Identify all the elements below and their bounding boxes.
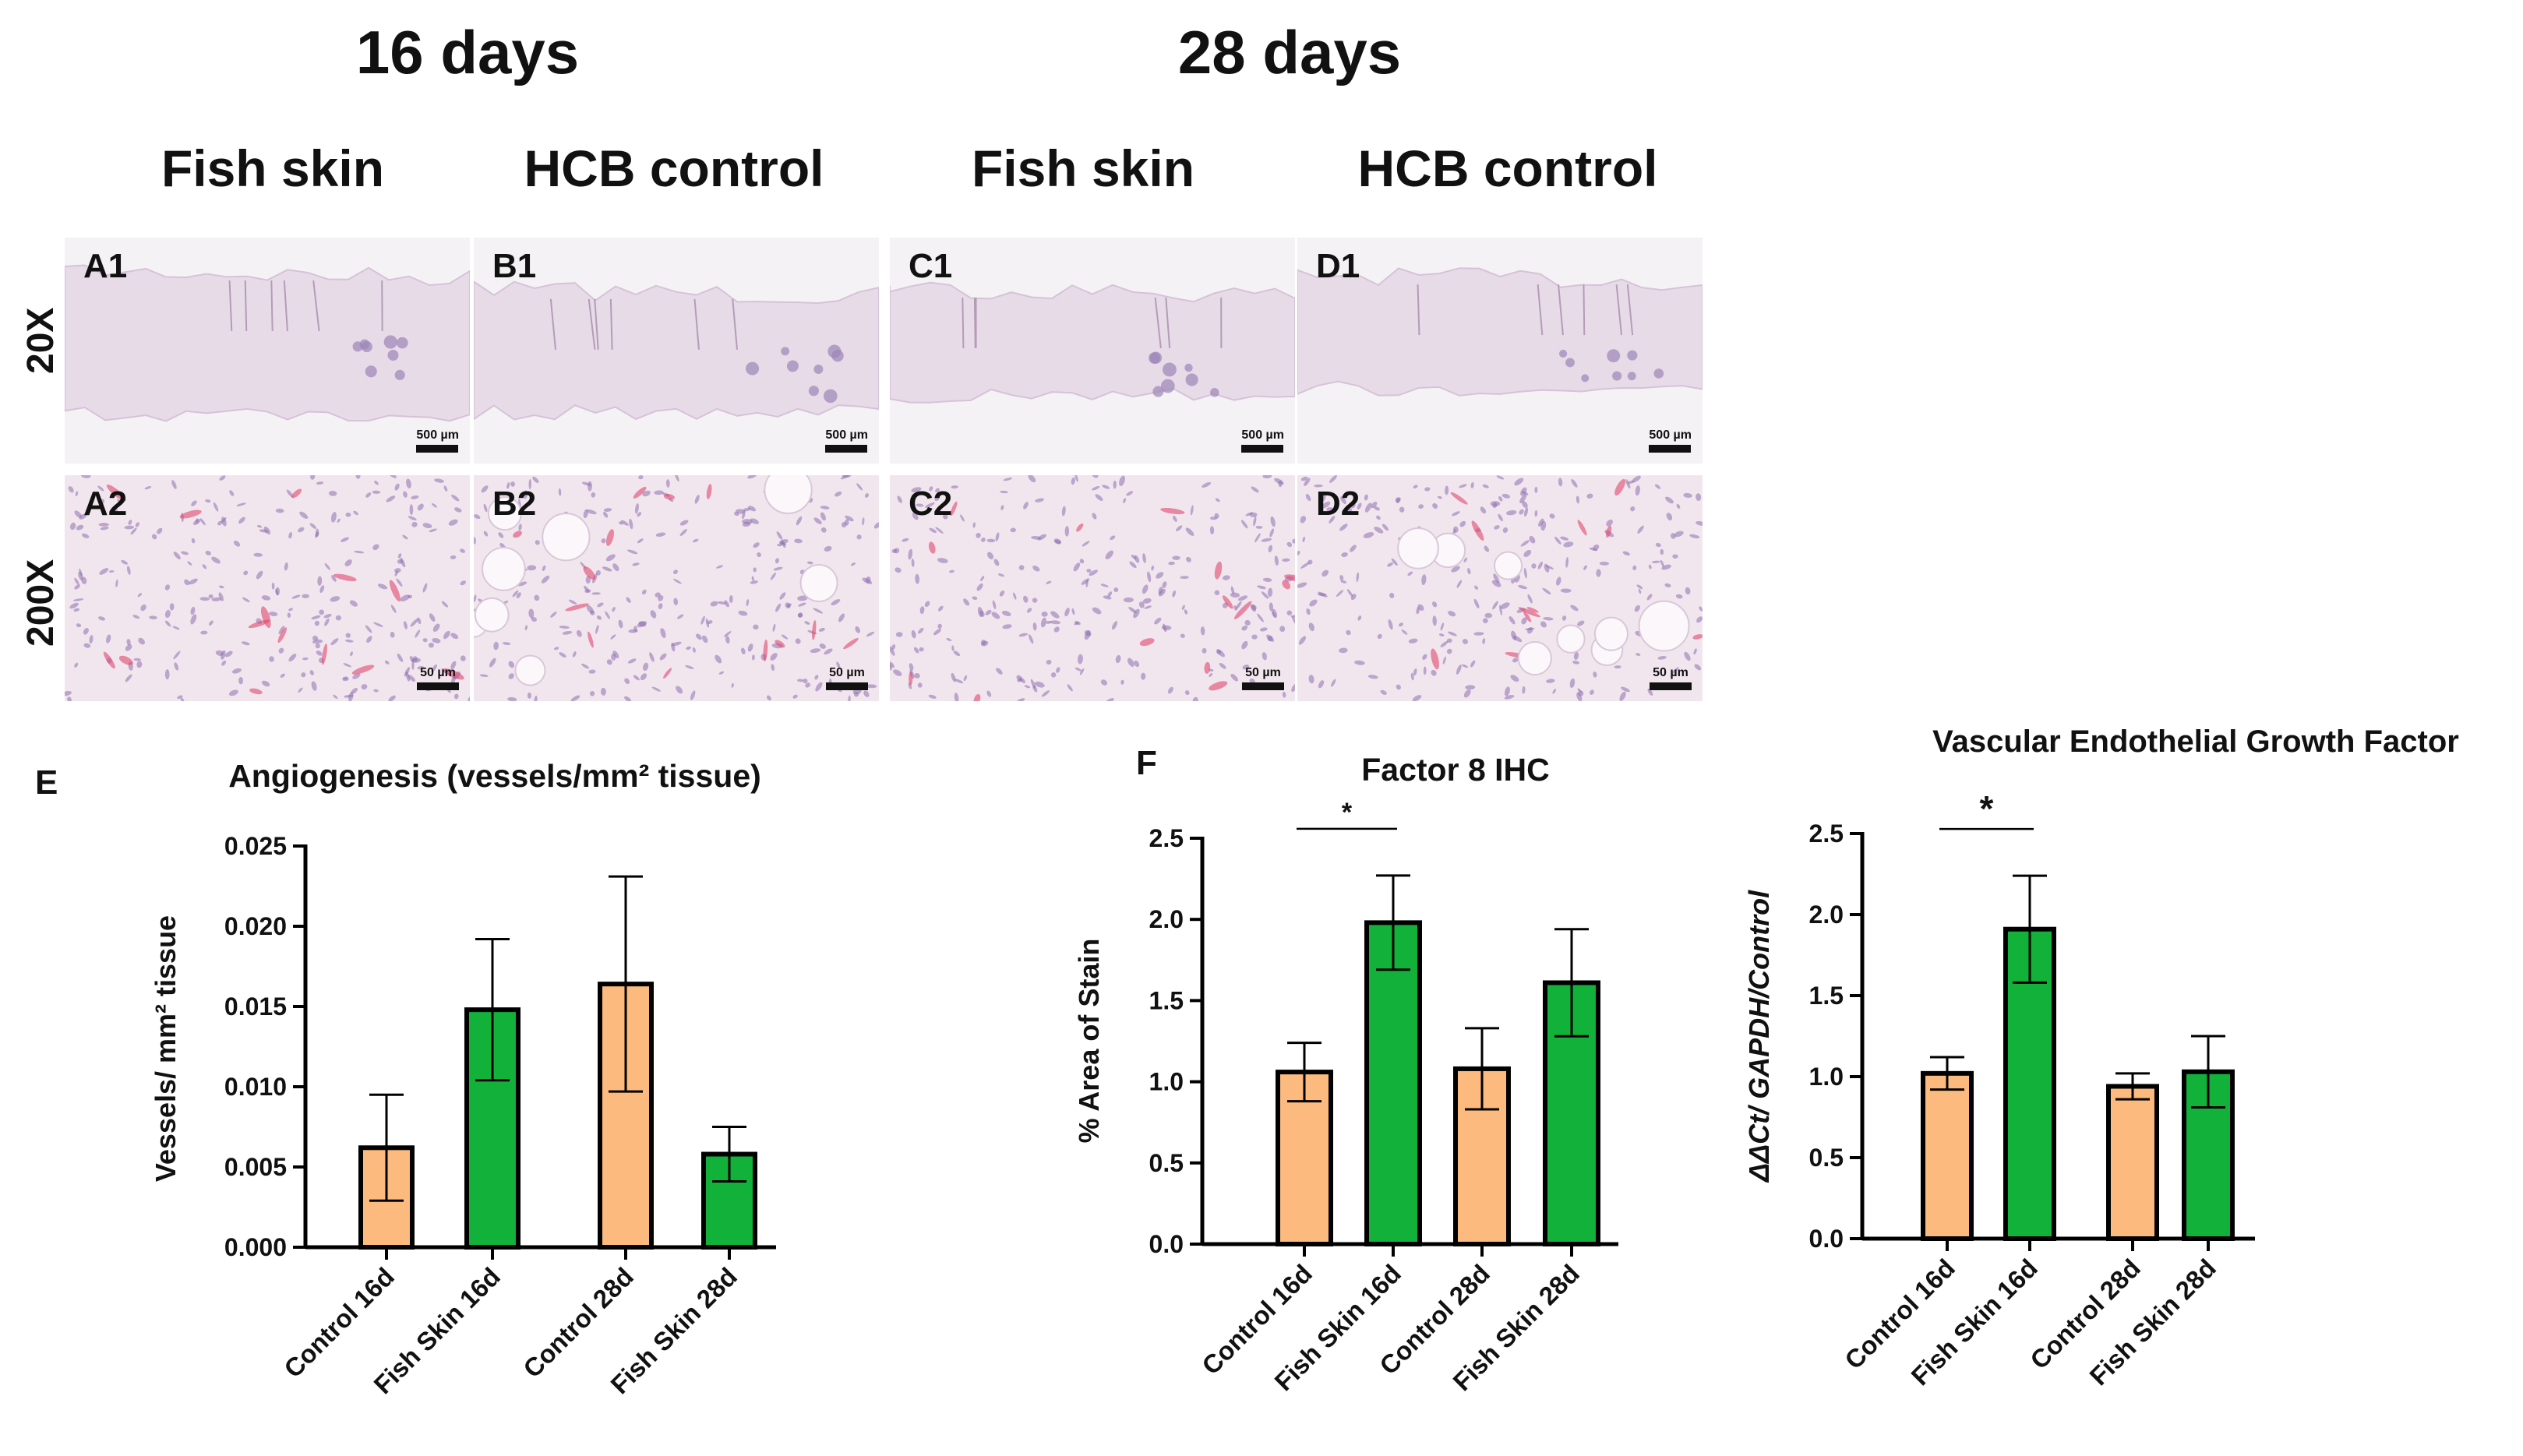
chart1-title: Angiogenesis (vessels/mm² tissue): [228, 758, 761, 794]
chart2-y-tick-label: 0.5: [1149, 1149, 1184, 1177]
scale-bar-line: [1242, 682, 1284, 690]
panel-letter-f: F: [1136, 744, 1157, 782]
chart2-title: Factor 8 IHC: [1361, 752, 1550, 788]
scale-bar-line: [1650, 682, 1692, 690]
chart3-y-tick-label: 0.5: [1809, 1144, 1844, 1172]
scale-bar-line: [417, 682, 459, 690]
micrograph-b1: B1 500 µm: [474, 238, 879, 464]
group-header-fish-skin-28d: Fish skin: [971, 139, 1195, 197]
chart2-bar-fish-skin: [1364, 920, 1422, 1247]
micrograph-c1: C1 500 µm: [890, 238, 1295, 464]
group-header-fish-skin-16d: Fish skin: [161, 139, 385, 197]
scale-bar: 500 µm: [416, 428, 459, 453]
micrograph-image: [890, 475, 1295, 701]
micrograph-label: D1: [1316, 247, 1360, 285]
micrograph-c2: C2 50 µm: [890, 475, 1295, 701]
scale-bar: 500 µm: [825, 428, 868, 453]
scale-bar-label: 50 µm: [829, 666, 865, 679]
chart1-y-tick-label: 0.025: [224, 832, 287, 860]
chart3-y-axis-label: ΔΔCt/ GAPDH/Control: [1743, 890, 1775, 1183]
chart1-y-tick-label: 0.020: [224, 912, 287, 940]
scale-bar-line: [416, 445, 459, 453]
micrograph-image: [474, 238, 879, 464]
chart1-y-tick-label: 0.010: [224, 1073, 287, 1101]
chart2-y-tick-label: 2.0: [1149, 905, 1184, 933]
chart3-y-tick-label: 0.0: [1809, 1225, 1844, 1253]
group-header-hcb-control-28d: HCB control: [1357, 139, 1658, 197]
scale-bar: 500 µm: [1649, 428, 1692, 453]
micrograph-d1: D1 500 µm: [1297, 238, 1703, 464]
scale-bar-label: 500 µm: [1241, 428, 1284, 442]
chart2-y-tick-label: 2.5: [1149, 824, 1184, 852]
chart3-significance-star: *: [1980, 788, 1994, 829]
micrograph-label: A2: [83, 485, 128, 523]
scale-bar: 50 µm: [826, 666, 868, 690]
scale-bar: 50 µm: [417, 666, 459, 690]
micrograph-d2: D2 50 µm: [1297, 475, 1703, 701]
scale-bar-label: 500 µm: [1649, 428, 1692, 442]
header-28-days: 28 days: [1177, 18, 1402, 86]
chart2-y-axis-label: % Area of Stain: [1073, 939, 1105, 1144]
scale-bar-label: 50 µm: [420, 666, 456, 679]
micrograph-label: C2: [909, 485, 953, 523]
micrograph-label: B1: [492, 247, 537, 285]
group-header-hcb-control-16d: HCB control: [524, 139, 824, 197]
scale-bar-line: [1649, 445, 1692, 453]
scale-bar-label: 50 µm: [1245, 666, 1281, 679]
scale-bar: 50 µm: [1242, 666, 1284, 690]
chart2-y-tick-label: 0.0: [1149, 1230, 1184, 1258]
scale-bar: 500 µm: [1241, 428, 1284, 453]
chart1-y-axis-label: Vessels/ mm² tissue: [150, 915, 182, 1182]
micrograph-label: B2: [492, 485, 537, 523]
micrograph-a1: A1 500 µm: [65, 238, 470, 464]
chart3-y-tick-label: 1.0: [1809, 1063, 1844, 1091]
chart1-y-tick-label: 0.015: [224, 992, 287, 1021]
chart3-title: Vascular Endothelial Growth Factor: [1932, 724, 2459, 759]
scale-bar-label: 50 µm: [1653, 666, 1688, 679]
chart2-y-tick-label: 1.5: [1149, 986, 1184, 1014]
micrograph-image: [65, 475, 470, 701]
micrograph-label: C1: [909, 247, 953, 285]
chart3-bar-control: [2106, 1084, 2159, 1241]
micrograph-b2: B2 50 µm: [474, 475, 879, 701]
chart2-y-tick-label: 1.0: [1149, 1068, 1184, 1096]
micrograph-label: A1: [83, 247, 128, 285]
chart2-significance-star: *: [1342, 798, 1353, 827]
chart1-y-tick-label: 0.005: [224, 1153, 287, 1181]
panel-letter-e: E: [35, 763, 58, 802]
micrograph-image: [1297, 238, 1703, 464]
micrograph-image: [1297, 475, 1703, 701]
micrograph-a2: A2 50 µm: [65, 475, 470, 701]
header-16-days: 16 days: [355, 18, 580, 86]
chart3-y-tick-label: 2.0: [1809, 901, 1844, 929]
chart3-y-tick-label: 2.5: [1809, 820, 1844, 848]
chart3-bar-control: [1921, 1070, 1974, 1241]
scale-bar-line: [825, 445, 868, 453]
micrograph-image: [890, 238, 1295, 464]
scale-bar-label: 500 µm: [825, 428, 868, 442]
micrograph-image: [474, 475, 879, 701]
scale-bar-label: 500 µm: [416, 428, 459, 442]
micrograph-image: [65, 238, 470, 464]
chart1-y-tick-label: 0.000: [224, 1233, 287, 1261]
scale-bar-line: [826, 682, 868, 690]
scale-bar-line: [1241, 445, 1284, 453]
chart3-y-tick-label: 1.5: [1809, 982, 1844, 1010]
scale-bar: 50 µm: [1650, 666, 1692, 690]
micrograph-label: D2: [1316, 485, 1360, 523]
